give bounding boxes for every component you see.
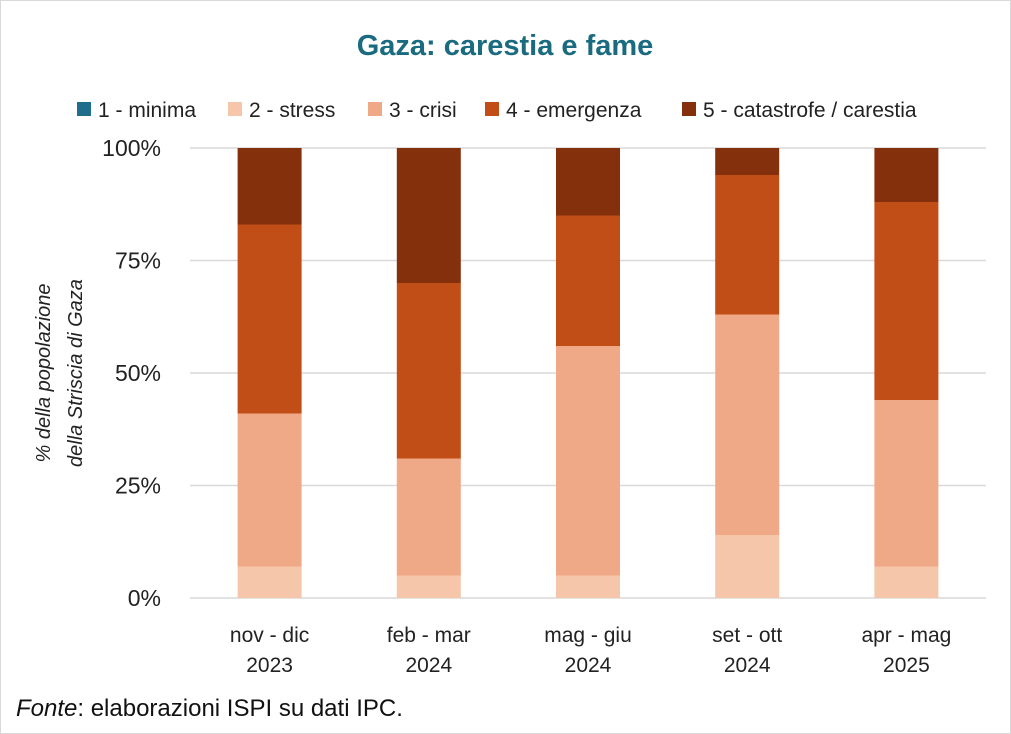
y-axis-title: % della popolazione [33,283,55,462]
x-tick-label: mag - giu [544,624,632,647]
bar-segment [396,575,461,598]
bar-segment [715,535,780,598]
bar-segment [715,148,780,175]
y-axis-title: della Striscia di Gaza [65,279,87,467]
bar-segment [715,175,780,315]
x-tick-label: set - ott [712,624,782,647]
bar-segment [874,400,939,567]
x-tick-label: 2023 [246,654,293,677]
bar-segment [396,458,461,576]
bar-segment [556,346,620,576]
bar-segment [237,224,302,414]
legend-swatch [77,102,91,116]
bar-segment [556,148,620,216]
y-tick-label: 50% [115,360,161,386]
legend-label: 2 - stress [249,99,335,122]
legend-swatch [228,102,242,116]
x-tick-label: feb - mar [387,624,471,647]
bar-segment [237,566,302,598]
bar-segment [237,148,302,225]
y-tick-label: 75% [115,248,161,274]
bar-segment [556,215,620,346]
source-note: Fonte: elaborazioni ISPI su dati IPC. [16,695,403,723]
bar-segment [396,148,461,283]
legend-label: 4 - emergenza [506,99,642,122]
legend-swatch [368,102,382,116]
bar-segment [874,202,939,400]
y-tick-label: 100% [102,135,161,161]
x-tick-label: nov - dic [230,624,309,647]
chart-title: Gaza: carestia e fame [357,30,654,62]
bar-segment [237,413,302,567]
source-label: Fonte [16,695,78,722]
x-tick-label: 2025 [883,654,930,677]
bar-segment [874,566,939,598]
legend-label: 1 - minima [98,99,196,122]
x-tick-label: apr - mag [861,624,951,647]
y-tick-label: 25% [115,473,161,499]
bar-segment [396,283,461,459]
source-text: : elaborazioni ISPI su dati IPC. [77,695,403,722]
bar-segment [874,148,939,202]
bar-segment [715,314,780,535]
bar-segment [556,575,620,598]
legend-label: 5 - catastrofe / carestia [703,99,917,122]
x-tick-label: 2024 [405,654,452,677]
legend-swatch [485,102,499,116]
legend-swatch [682,102,696,116]
x-tick-label: 2024 [565,654,612,677]
y-tick-label: 0% [128,585,161,611]
legend-label: 3 - crisi [389,99,457,122]
x-tick-label: 2024 [724,654,771,677]
